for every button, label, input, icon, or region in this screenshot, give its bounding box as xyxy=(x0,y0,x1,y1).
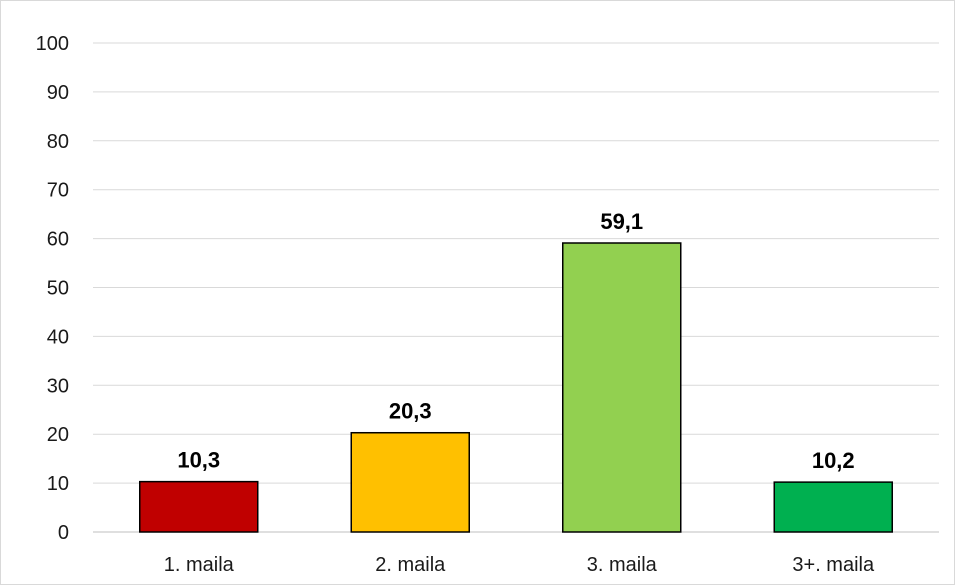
bar-3 xyxy=(562,242,682,533)
x-category-label-3: 3. maila xyxy=(587,554,658,576)
x-category-label-2: 2. maila xyxy=(375,554,446,576)
y-tick-label-70: 70 xyxy=(47,180,69,202)
y-tick-label-50: 50 xyxy=(47,278,69,300)
x-category-label-1: 1. maila xyxy=(164,554,235,576)
x-axis-category-labels: 1. maila 2. maila 3. maila 3+. maila xyxy=(164,554,875,576)
y-tick-label-20: 20 xyxy=(47,424,69,446)
bars xyxy=(139,242,893,533)
bar-2 xyxy=(350,431,470,533)
y-tick-label-90: 90 xyxy=(47,82,69,104)
y-tick-label-80: 80 xyxy=(47,131,69,153)
y-tick-label-0: 0 xyxy=(58,522,69,544)
bar-4 xyxy=(773,481,893,533)
data-label-2: 20,3 xyxy=(389,399,432,424)
data-labels: 10,3 20,3 59,1 10,2 xyxy=(177,209,854,473)
x-category-label-4: 3+. maila xyxy=(792,554,875,576)
data-label-3: 59,1 xyxy=(600,209,643,234)
y-tick-label-60: 60 xyxy=(47,229,69,251)
y-axis-tick-labels: 0 10 20 30 40 50 60 70 80 90 100 xyxy=(36,33,69,544)
y-tick-label-30: 30 xyxy=(47,375,69,397)
y-tick-label-40: 40 xyxy=(47,326,69,348)
y-tick-label-100: 100 xyxy=(36,33,69,55)
data-label-4: 10,2 xyxy=(812,448,855,473)
data-label-1: 10,3 xyxy=(177,448,220,473)
y-tick-label-10: 10 xyxy=(47,473,69,495)
bar-1 xyxy=(139,480,259,533)
